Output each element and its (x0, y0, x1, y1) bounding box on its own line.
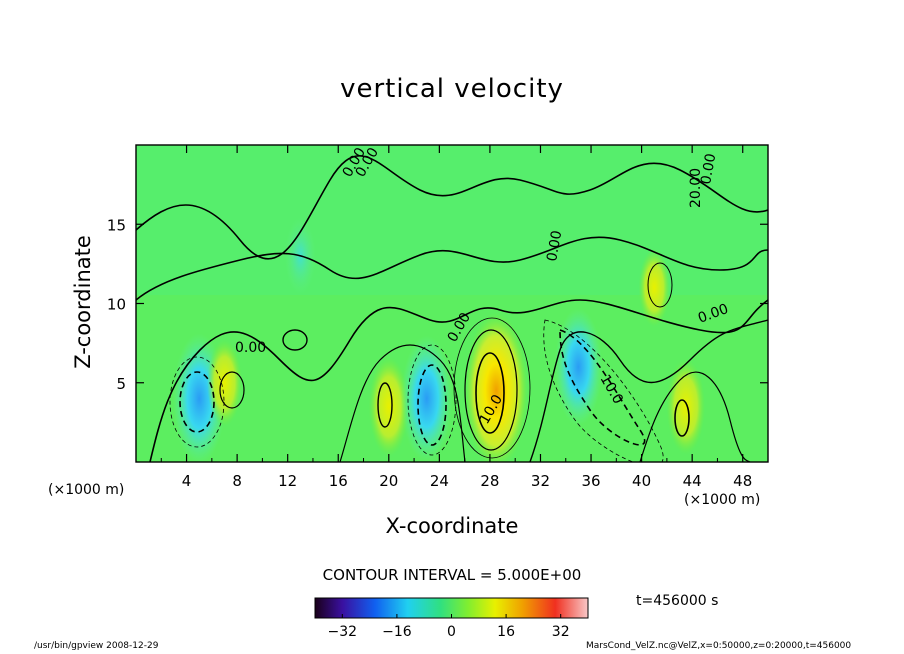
field-cell-4 (464, 312, 529, 462)
field-cell-1 (207, 339, 242, 426)
x-unit-label-left: (×1000 m) (48, 482, 125, 498)
time-label: t=456000 s (636, 593, 719, 609)
x-axis-label: X-coordinate (385, 514, 519, 538)
colorbar-tick-label: −16 (382, 624, 412, 640)
x-tick-label: 16 (329, 472, 348, 490)
field-cell-2 (368, 356, 409, 457)
x-tick-label: 12 (278, 472, 297, 490)
x-tick-label: 24 (430, 472, 449, 490)
x-axis-ticks: 4 8 12 16 20 24 28 32 36 40 44 48 (160, 145, 752, 490)
colorbar-tick-label: −32 (328, 624, 358, 640)
x-tick-label: 40 (632, 472, 651, 490)
chart-title: vertical velocity (340, 74, 564, 104)
colorbar-tick-label: 32 (552, 624, 570, 640)
x-tick-label: 44 (683, 472, 702, 490)
footer-command: /usr/bin/gpview 2008-12-29 (34, 641, 159, 651)
contour-label: 0.00 (544, 229, 565, 262)
x-tick-label: 32 (531, 472, 550, 490)
colorbar-tick-label: 16 (497, 624, 515, 640)
contour-label: 0.00 (235, 340, 266, 356)
x-tick-label: 48 (733, 472, 752, 490)
field-cell-6 (666, 358, 706, 455)
x-tick-label: 8 (232, 472, 242, 490)
field-cell-3 (401, 335, 453, 462)
footer-source: MarsCond_VelZ.nc@VelZ,x=0:50000,z=0:2000… (586, 641, 852, 651)
plot-field: 0.000.000.000.000.0010.010.00.0020.000.0… (136, 145, 768, 462)
contour-label: 20.00 (688, 168, 704, 208)
y-tick-label: 5 (116, 375, 126, 393)
x-unit-label-right: (×1000 m) (684, 492, 761, 508)
contour-interval-label: CONTOUR INTERVAL = 5.000E+00 (322, 566, 582, 584)
colorbar-tick-label: 0 (447, 624, 456, 640)
x-tick-label: 4 (182, 472, 192, 490)
y-tick-label: 15 (107, 216, 126, 234)
y-axis-ticks: 5 10 15 (107, 216, 768, 393)
x-tick-label: 28 (480, 472, 499, 490)
x-tick-label: 20 (379, 472, 398, 490)
y-tick-label: 10 (107, 296, 126, 314)
contour-label: 0.00 (698, 152, 719, 185)
colorbar: −32 −16 0 16 32 (314, 597, 589, 640)
x-tick-label: 36 (581, 472, 600, 490)
